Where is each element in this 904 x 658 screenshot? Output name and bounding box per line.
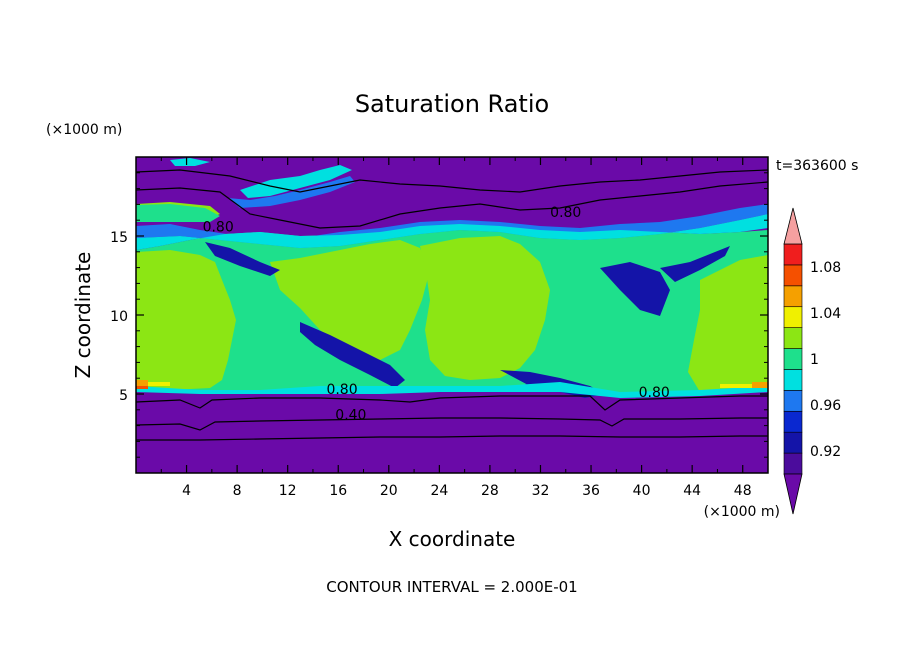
field-cyan-upper [136, 214, 768, 250]
contour-labels: 0.80 0.80 0.80 0.80 0.40 [203, 205, 670, 423]
colorbar-label: 0.92 [810, 444, 841, 460]
colorbar-labels: 0.92 0.96 1 1.04 1.08 [810, 260, 841, 460]
contour-080-bottom [136, 395, 768, 411]
field-blue-filament1 [228, 176, 355, 208]
chart-title: Saturation Ratio [355, 90, 549, 118]
x-tick-label: 12 [279, 483, 297, 499]
field-lightgreen-mid1 [270, 240, 430, 360]
time-label: t=363600 s [776, 158, 858, 174]
x-units-label: (×1000 m) [704, 504, 780, 520]
colorbar-swatch [783, 348, 803, 370]
colorbar-swatch [783, 327, 803, 349]
contour-040 [136, 417, 768, 431]
y-axis-label: Z coordinate [71, 252, 95, 379]
colorbar-swatch [783, 369, 803, 391]
field-lightgreen-left [136, 250, 236, 390]
x-tick-label: 36 [582, 483, 600, 499]
x-tick-label: 4 [182, 483, 191, 499]
colorbar-swatch [783, 452, 803, 475]
x-tick-label: 44 [683, 483, 701, 499]
colorbar-under-triangle [783, 473, 803, 515]
contour-label: 0.80 [203, 219, 234, 235]
colorbar-label: 1 [810, 352, 819, 368]
field-darkblue-streak1 [205, 242, 280, 276]
x-tick-label: 28 [481, 483, 499, 499]
colorbar-label: 1.08 [810, 260, 841, 276]
x-axis-label: X coordinate [389, 527, 516, 551]
x-tick-label: 20 [380, 483, 398, 499]
colorbar-swatch [783, 410, 803, 433]
y-ticks: 5 10 15 [110, 172, 768, 458]
field-cyan-lower [136, 382, 768, 398]
x-tick-label: 8 [233, 483, 242, 499]
colorbar [783, 207, 803, 515]
contour-label: 0.80 [639, 385, 670, 401]
x-tick-label: 48 [734, 483, 752, 499]
colorbar-over-triangle [783, 207, 803, 245]
plot-area [136, 157, 768, 473]
x-tick-label: 16 [329, 483, 347, 499]
colorbar-label: 1.04 [810, 306, 841, 322]
field-cyan-filament2 [170, 158, 210, 166]
colorbar-swatch [783, 243, 803, 266]
contour-lower-1 [136, 435, 768, 441]
field-lightgreen-right [688, 255, 768, 392]
x-tick-label: 40 [633, 483, 651, 499]
x-tick-label: 32 [532, 483, 550, 499]
colorbar-swatch [783, 306, 803, 328]
field-yellow-left [148, 382, 170, 386]
y-tick-label: 5 [119, 388, 128, 404]
y-tick-label: 10 [110, 309, 128, 325]
field-orange-left-edge [136, 380, 148, 386]
colorbar-swatch [783, 264, 803, 287]
x-tick-label: 24 [430, 483, 448, 499]
x-ticks: 4 8 12 16 20 24 28 32 36 40 44 48 [160, 157, 752, 499]
field-yellow-right [720, 384, 752, 388]
field-green-upper [136, 204, 220, 222]
y-units-label: (×1000 m) [46, 122, 122, 138]
colorbar-swatch [783, 431, 803, 454]
contour-top-upper [136, 169, 768, 193]
y-tick-label: 15 [110, 230, 128, 246]
contour-080-top-a [136, 181, 768, 229]
field-cyan-filament1 [240, 165, 352, 198]
field-red-left-edge [136, 386, 148, 389]
colorbar-label: 0.96 [810, 398, 841, 414]
contour-label: 0.80 [326, 382, 357, 398]
field-darkblue-streak2 [300, 322, 405, 388]
contour-interval-note: CONTOUR INTERVAL = 2.000E-01 [326, 578, 577, 596]
field-darkblue-streak3 [600, 262, 670, 316]
contour-label: 0.80 [550, 205, 581, 221]
field-orange-right-edge [752, 382, 768, 388]
colorbar-swatch [783, 285, 803, 308]
colorbar-swatch [783, 390, 803, 412]
field-lightgreen-mid2 [420, 236, 550, 380]
contour-label: 0.40 [335, 407, 366, 423]
field-darkblue-streak4 [660, 246, 730, 282]
